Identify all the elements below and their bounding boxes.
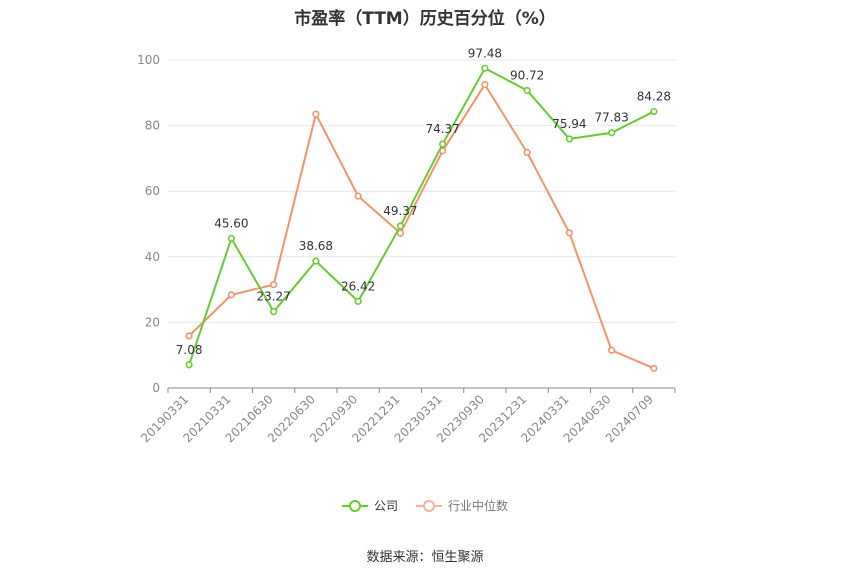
y-tick-label: 60 bbox=[145, 184, 160, 198]
data-point bbox=[312, 257, 320, 265]
data-point bbox=[565, 135, 573, 143]
data-point bbox=[396, 222, 404, 230]
data-point bbox=[185, 332, 193, 340]
data-point bbox=[650, 364, 658, 372]
data-point bbox=[396, 229, 404, 237]
data-label: 74.37 bbox=[425, 122, 459, 136]
data-point bbox=[439, 140, 447, 148]
data-point bbox=[481, 80, 489, 89]
data-point bbox=[523, 148, 531, 157]
series-lines bbox=[185, 64, 658, 372]
data-label: 49.37 bbox=[383, 204, 417, 218]
data-point bbox=[354, 297, 362, 305]
data-point bbox=[185, 361, 193, 369]
data-point bbox=[523, 86, 531, 95]
legend-label-company: 公司 bbox=[373, 499, 398, 513]
data-label: 7.08 bbox=[176, 343, 203, 357]
legend-swatch-company bbox=[341, 499, 368, 513]
data-point bbox=[565, 229, 573, 237]
y-tick-label: 0 bbox=[152, 381, 160, 395]
y-tick-label: 40 bbox=[145, 250, 160, 264]
data-point bbox=[270, 281, 278, 289]
y-tick-label: 20 bbox=[145, 315, 160, 329]
legend-item-company[interactable]: 公司 bbox=[341, 497, 398, 514]
legend-label-industry-median: 行业中位数 bbox=[448, 499, 509, 513]
data-label: 75.94 bbox=[552, 117, 586, 131]
data-point bbox=[227, 291, 235, 299]
data-label: 26.42 bbox=[341, 279, 375, 293]
data-point bbox=[227, 234, 235, 243]
data-label: 23.27 bbox=[256, 290, 290, 304]
y-tick-label: 100 bbox=[137, 53, 160, 67]
series-line-0 bbox=[188, 67, 655, 366]
data-source: 数据来源：恒生聚源 bbox=[366, 550, 484, 565]
data-point bbox=[650, 107, 658, 116]
legend-swatch-industry-median bbox=[416, 499, 442, 513]
data-label: 45.60 bbox=[214, 216, 248, 230]
data-point bbox=[354, 192, 362, 200]
x-axis: 2019033120210331202106302022063020220930… bbox=[138, 387, 676, 445]
data-point bbox=[608, 129, 616, 137]
chart-title: 市盈率（TTM）历史百分位（%） bbox=[294, 9, 556, 29]
data-label: 97.48 bbox=[468, 46, 502, 60]
y-axis-ticks: 0 20 40 60 80 100 bbox=[137, 53, 160, 395]
data-point bbox=[312, 110, 320, 118]
legend-item-industry-median[interactable]: 行业中位数 bbox=[416, 497, 508, 514]
data-labels: 7.08 45.60 23.27 38.68 26.42 49.37 74.37 97.48 9… bbox=[176, 46, 671, 357]
data-label: 77.83 bbox=[594, 111, 628, 125]
data-label: 38.68 bbox=[299, 239, 333, 253]
legend: 公司 行业中位数 bbox=[0, 497, 850, 514]
data-label: 90.72 bbox=[510, 68, 544, 82]
data-label: 84.28 bbox=[637, 90, 671, 104]
data-point bbox=[608, 346, 616, 354]
data-point bbox=[481, 64, 489, 72]
y-tick-label: 80 bbox=[145, 119, 160, 133]
series-line-1 bbox=[188, 83, 655, 370]
data-point bbox=[270, 308, 278, 316]
